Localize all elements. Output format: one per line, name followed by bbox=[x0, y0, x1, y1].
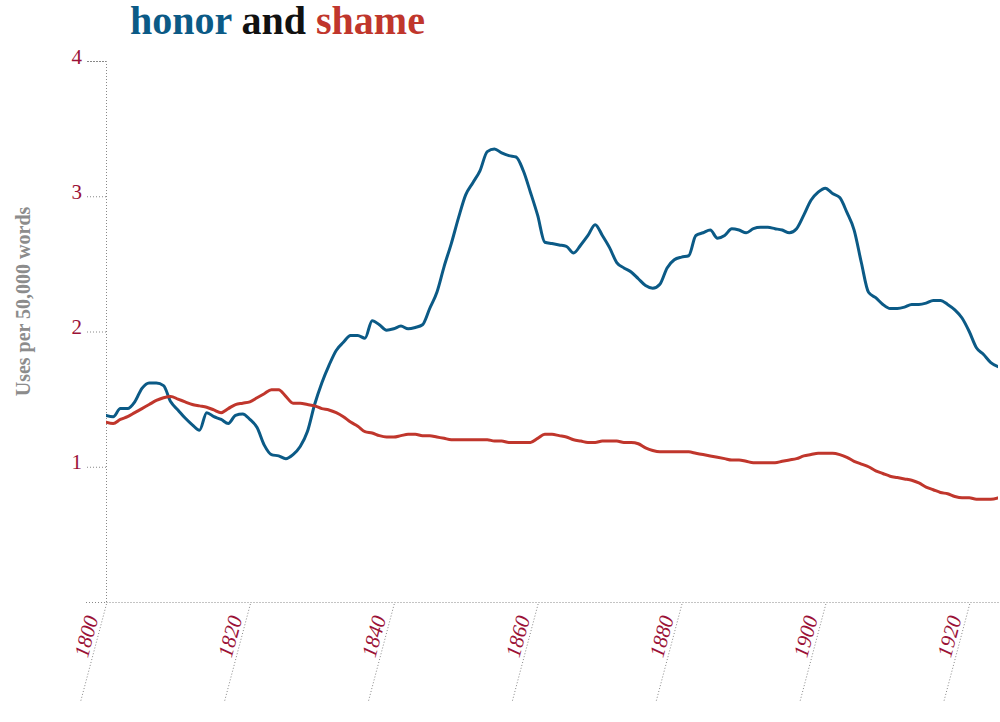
x-tick: 1920 bbox=[933, 604, 970, 702]
x-tick: 1860 bbox=[501, 604, 538, 702]
x-tick-label: 1820 bbox=[213, 613, 247, 660]
x-tick: 1900 bbox=[789, 604, 826, 702]
y-tick-mark bbox=[86, 196, 106, 197]
x-tick-label: 1860 bbox=[501, 613, 535, 660]
y-axis-title: Uses per 50,000 words bbox=[12, 206, 35, 396]
x-tick-label: 1800 bbox=[69, 613, 103, 660]
lines bbox=[106, 149, 998, 499]
plot-area: 1 2 3 4 1800 1820 1840 1860 1880 1900 1920 bbox=[69, 45, 998, 702]
y-axis: 1 2 3 4 bbox=[72, 45, 107, 603]
chart: 1 2 3 4 1800 1820 1840 1860 1880 1900 1920 honor an… bbox=[0, 0, 1000, 722]
title: honor and shame bbox=[130, 0, 425, 43]
title-word: and bbox=[242, 0, 317, 43]
y-tick-mark bbox=[86, 467, 106, 468]
x-tick-label: 1840 bbox=[357, 613, 391, 660]
y-tick-label: 4 bbox=[72, 45, 83, 69]
x-tick: 1840 bbox=[357, 604, 394, 702]
y-tick-label: 3 bbox=[72, 180, 83, 204]
y-axis-line bbox=[86, 62, 107, 603]
y-tick-mark bbox=[86, 61, 106, 62]
y-tick: 1 bbox=[72, 450, 107, 474]
x-tick-label: 1880 bbox=[645, 613, 679, 660]
title-word: honor bbox=[130, 0, 242, 43]
series-line bbox=[106, 149, 998, 459]
x-tick: 1880 bbox=[645, 604, 682, 702]
x-tick-label: 1900 bbox=[789, 613, 823, 660]
y-tick-label: 2 bbox=[72, 315, 83, 339]
x-axis-line bbox=[107, 602, 999, 603]
x-tick: 1820 bbox=[213, 604, 250, 702]
y-tick-label: 1 bbox=[72, 450, 83, 474]
x-tick: 1800 bbox=[69, 604, 106, 702]
y-tick: 3 bbox=[72, 180, 107, 204]
y-tick-mark bbox=[86, 332, 106, 333]
series-line bbox=[106, 390, 998, 500]
title-word: shame bbox=[316, 0, 425, 43]
y-tick: 2 bbox=[72, 315, 107, 339]
y-tick: 4 bbox=[72, 45, 107, 69]
x-tick-label: 1920 bbox=[933, 613, 967, 660]
x-axis: 1800 1820 1840 1860 1880 1900 1920 bbox=[69, 603, 998, 703]
